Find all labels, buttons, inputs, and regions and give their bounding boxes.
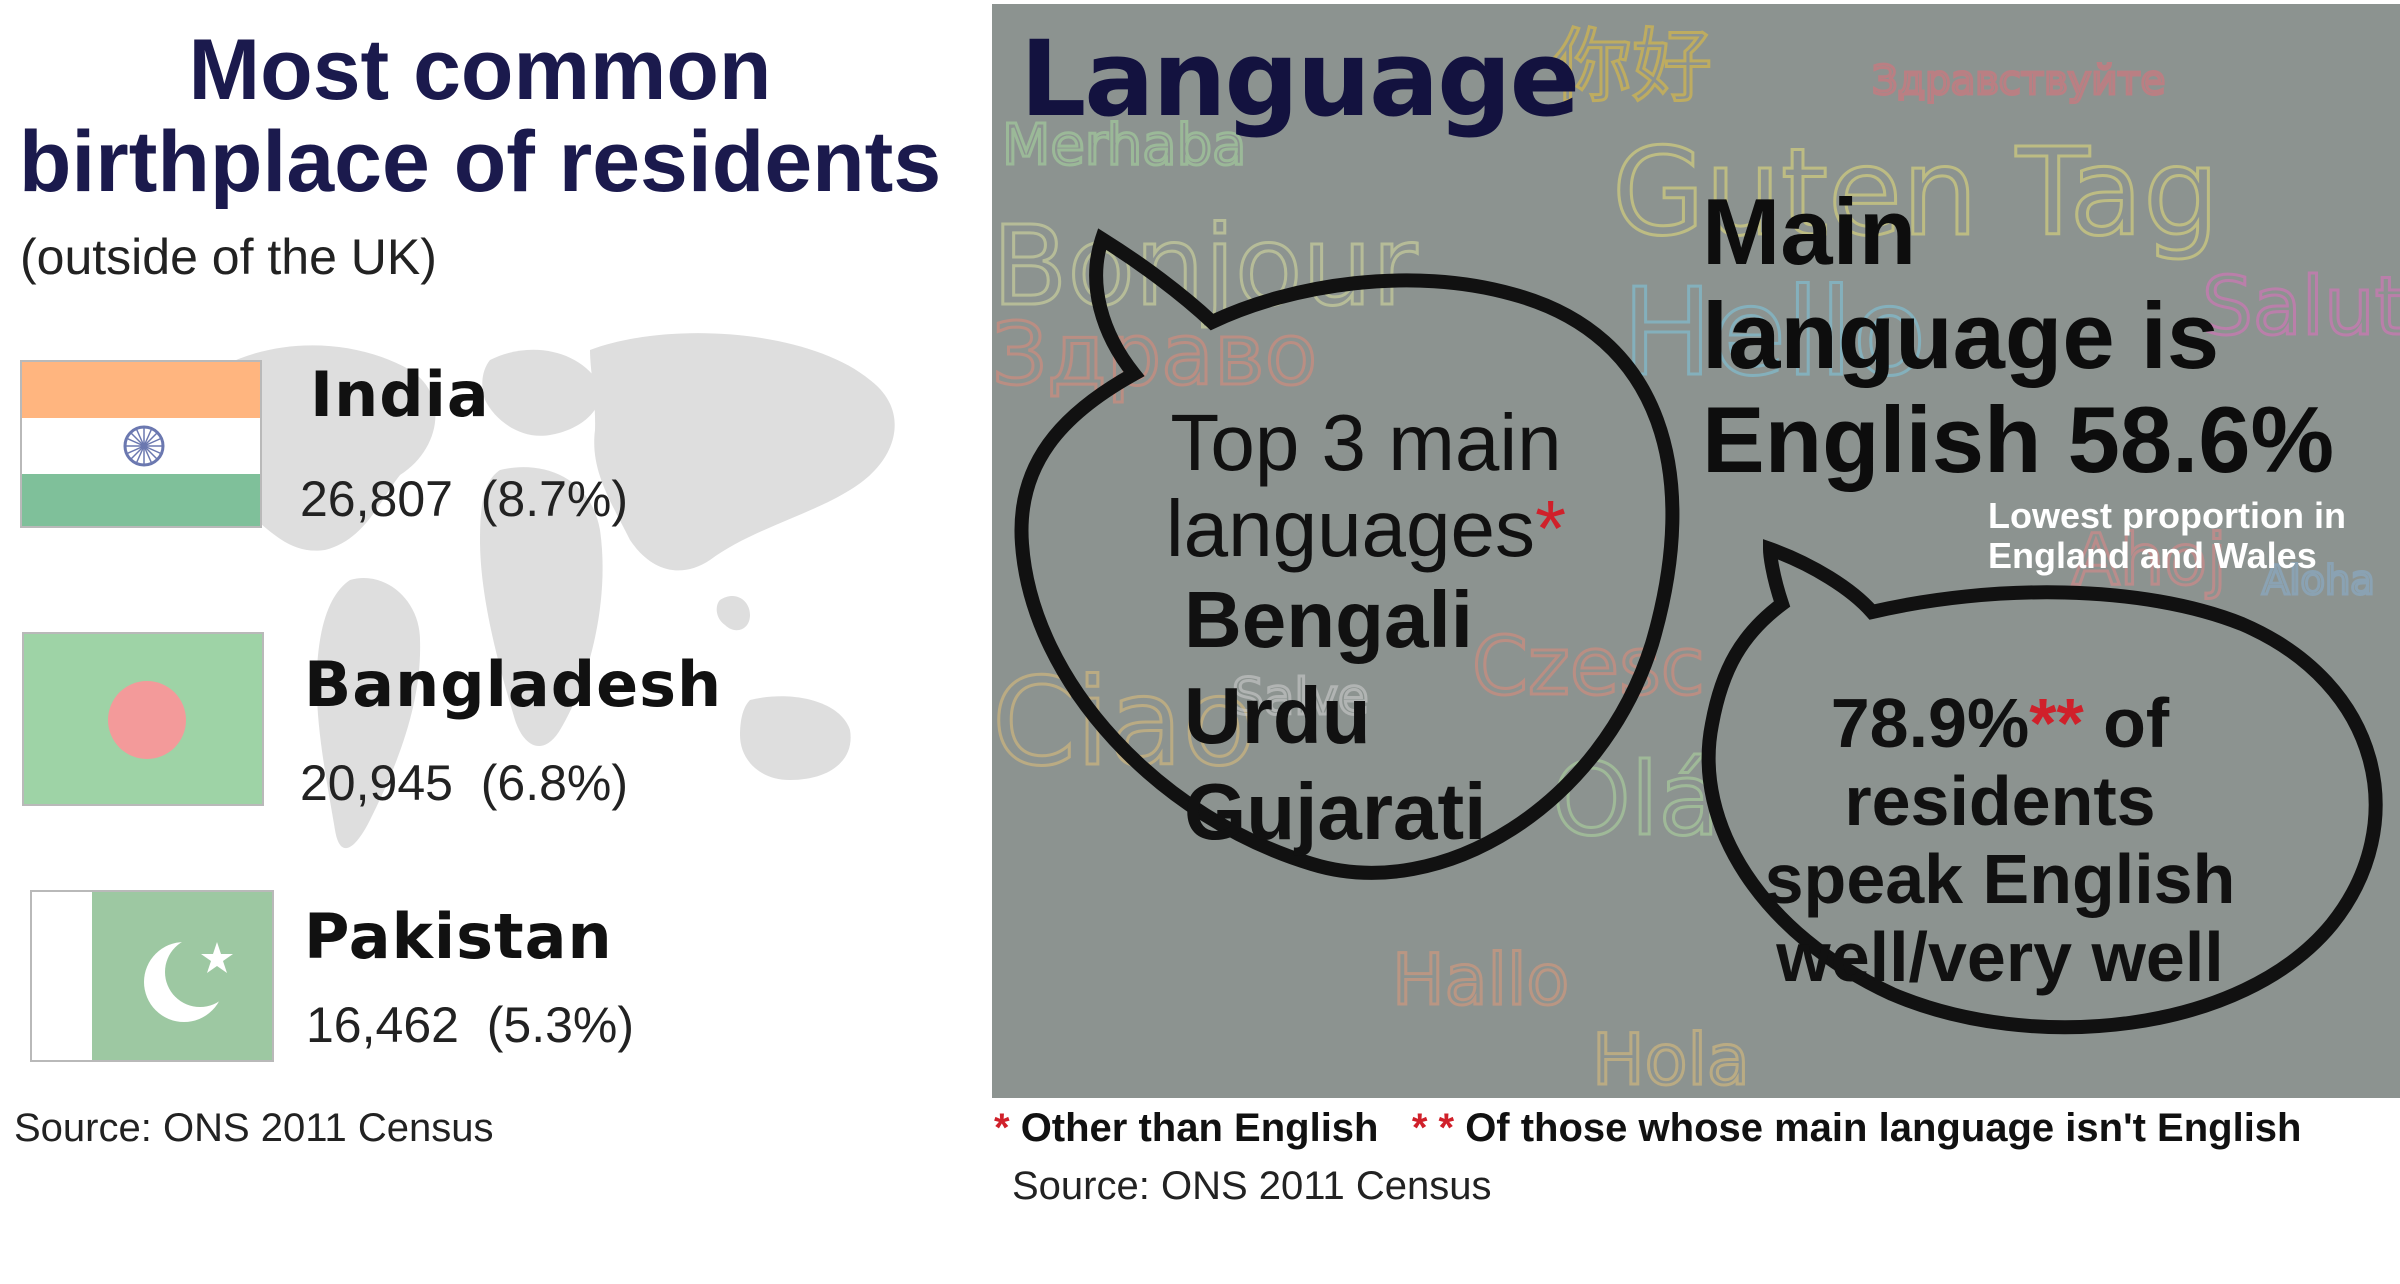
speak-line1-rest: of bbox=[2083, 684, 2170, 762]
top3-heading: Top 3 main languages* bbox=[1076, 400, 1656, 572]
country-percent-bangladesh: (6.8%) bbox=[480, 755, 628, 811]
pakistan-flag bbox=[30, 890, 274, 1062]
bangladesh-flag bbox=[22, 632, 264, 806]
language-panel: 你好 Здравствуйте Merhaba Guten Tag Bonjour Здр… bbox=[992, 4, 2400, 1098]
right-title: Language bbox=[1020, 18, 1580, 140]
top3-languages: Top 3 main languages* Bengali Urdu Gujar… bbox=[1076, 400, 1656, 860]
country-percent-india: (8.7%) bbox=[480, 471, 628, 527]
left-source: Source: ONS 2011 Census bbox=[14, 1106, 494, 1150]
top3-speech-bubble bbox=[1014, 228, 1680, 880]
background-greeting: 你好 bbox=[1552, 20, 1712, 113]
background-greeting: Merhaba bbox=[1002, 113, 1246, 178]
speak-line3: speak English bbox=[1764, 840, 2236, 918]
footnotes: * Other than English * * Of those whose … bbox=[994, 1106, 2301, 1151]
country-name-india: India bbox=[310, 358, 490, 431]
country-percent-pakistan: (5.3%) bbox=[486, 997, 634, 1053]
left-subtitle: (outside of the UK) bbox=[20, 229, 437, 285]
speak-line2: residents bbox=[1844, 762, 2156, 840]
country-name-bangladesh: Bangladesh bbox=[304, 648, 723, 721]
background-greeting: Olá bbox=[1552, 741, 1720, 858]
speak-line4: well/very well bbox=[1776, 918, 2224, 996]
top3-footnote-marker: * bbox=[1535, 484, 1567, 573]
country-stat-india: 26,807 (8.7%) bbox=[300, 470, 628, 528]
country-count-india: 26,807 bbox=[300, 471, 453, 527]
speak-footnote-marker: ** bbox=[2029, 684, 2084, 762]
main-language-line3: English 58.6% bbox=[1702, 387, 2335, 492]
main-language-line1: Main bbox=[1702, 179, 1917, 284]
bangladesh-disc-icon bbox=[108, 681, 186, 759]
main-language-note-line1: Lowest proportion in bbox=[1988, 495, 2346, 536]
background-greeting: Здравствуйте bbox=[1872, 58, 2165, 104]
background-greeting: Salut bbox=[2202, 260, 2400, 353]
top3-heading-line1: Top 3 main bbox=[1170, 398, 1562, 487]
crescent-star-icon bbox=[144, 937, 235, 1022]
country-stat-bangladesh: 20,945 (6.8%) bbox=[300, 754, 628, 812]
country-count-bangladesh: 20,945 bbox=[300, 755, 453, 811]
footnote-text-1: Other than English bbox=[1009, 1106, 1379, 1150]
english-proficiency-statement: 78.9%** of residents speak English well/… bbox=[1664, 684, 2336, 996]
main-language-statement: Main language is English 58.6% bbox=[1702, 180, 2382, 492]
main-language-note-line2: England and Wales bbox=[1988, 535, 2317, 576]
main-language-line2: language is bbox=[1702, 283, 2220, 388]
language-item: Bengali bbox=[1184, 575, 1473, 664]
background-greeting: Hola bbox=[1592, 1019, 1750, 1098]
country-name-pakistan: Pakistan bbox=[304, 900, 613, 973]
background-greeting: Ciao bbox=[992, 654, 1256, 793]
speech-bubbles bbox=[1014, 228, 2383, 1035]
background-greeting: Здраво bbox=[992, 305, 1317, 405]
top3-heading-line2: languages bbox=[1165, 484, 1536, 573]
footnote-marker-2: * * bbox=[1411, 1106, 1455, 1150]
main-language-note: Lowest proportion in England and Wales bbox=[1988, 496, 2398, 576]
right-source: Source: ONS 2011 Census bbox=[1012, 1164, 1492, 1208]
india-flag bbox=[20, 360, 262, 528]
left-title: Most common birthplace of residents bbox=[0, 24, 960, 208]
speak-speech-bubble bbox=[1701, 539, 2383, 1035]
footnote-marker-1: * bbox=[994, 1106, 1010, 1150]
left-title-line1: Most common bbox=[188, 22, 772, 118]
background-greeting: Aloha bbox=[2262, 558, 2375, 604]
background-greeting: Czesc bbox=[1472, 620, 1705, 713]
country-count-pakistan: 16,462 bbox=[306, 997, 459, 1053]
chakra-icon bbox=[123, 425, 165, 467]
background-greeting: Hello bbox=[1622, 264, 1926, 403]
speak-value: 78.9% bbox=[1830, 684, 2030, 762]
footnote-text-2: Of those whose main language isn't Engli… bbox=[1454, 1106, 2302, 1150]
background-greeting: Salve bbox=[1232, 668, 1369, 726]
language-item: Urdu bbox=[1184, 671, 1371, 760]
country-stat-pakistan: 16,462 (5.3%) bbox=[306, 996, 634, 1054]
background-greeting: Guten Tag bbox=[1612, 124, 2219, 263]
background-greeting: Hallo bbox=[1392, 939, 1569, 1021]
left-title-line2: birthplace of residents bbox=[18, 114, 942, 210]
language-item: Gujarati bbox=[1184, 767, 1487, 856]
